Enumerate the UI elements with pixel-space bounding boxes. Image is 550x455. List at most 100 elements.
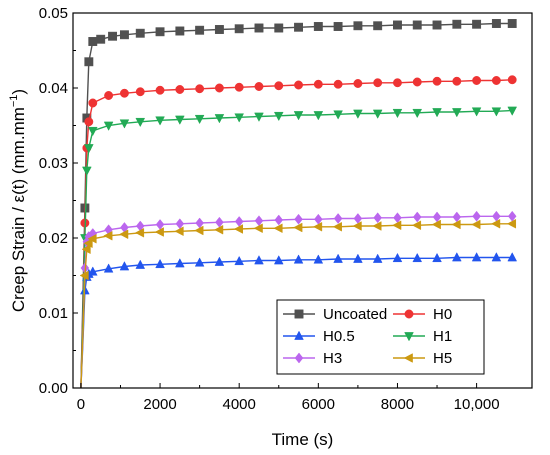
square-marker (333, 22, 343, 31)
triangle-down-marker (507, 106, 518, 116)
square-marker (353, 21, 363, 31)
square-marker (294, 309, 304, 319)
square-marker (96, 34, 106, 44)
series-h1 (80, 106, 518, 389)
circle-marker (452, 76, 462, 86)
diamond-marker (412, 211, 422, 223)
triangle-left-marker (174, 226, 184, 237)
square-marker (491, 19, 501, 28)
triangle-left-marker (214, 224, 224, 235)
triangle-down-marker (372, 109, 383, 119)
triangle-up-marker (119, 261, 130, 271)
square-marker (294, 22, 303, 32)
triangle-down-marker (353, 109, 363, 119)
square-marker (195, 25, 205, 35)
legend-label: H5 (433, 350, 452, 367)
triangle-up-marker (294, 330, 304, 340)
triangle-left-marker (392, 220, 402, 231)
triangle-up-marker (372, 253, 383, 263)
x-axis-title: Time (s) (272, 430, 334, 449)
diamond-marker (294, 352, 304, 364)
circle-marker (404, 309, 414, 319)
triangle-left-marker (352, 221, 362, 231)
square-marker (507, 19, 517, 28)
legend-entry: H0 (393, 306, 452, 323)
triangle-left-marker (81, 244, 91, 255)
legend-label: Uncoated (323, 306, 387, 323)
triangle-up-marker (392, 252, 403, 263)
square-marker (432, 20, 442, 30)
circle-marker (155, 85, 165, 95)
x-tick-label: 10,000 (454, 396, 500, 413)
circle-marker (472, 76, 482, 85)
triangle-down-marker (412, 108, 423, 119)
series-line (80, 79, 513, 389)
triangle-up-marker (234, 255, 245, 266)
triangle-left-marker (79, 270, 89, 281)
triangle-left-marker (134, 227, 145, 238)
square-marker (452, 19, 462, 29)
y-axis-title: Creep Strain / ε(t) (mm.mm−1) (8, 89, 28, 312)
triangle-left-marker (312, 221, 323, 232)
triangle-down-marker (103, 121, 114, 131)
circle-marker (412, 77, 422, 87)
triangle-down-marker (155, 116, 165, 126)
circle-marker (274, 81, 284, 91)
triangle-down-marker (175, 115, 185, 125)
circle-marker (313, 79, 323, 89)
triangle-up-marker (87, 266, 98, 276)
triangle-up-marker (214, 256, 225, 266)
triangle-left-marker (119, 229, 129, 240)
triangle-down-marker (491, 107, 502, 117)
series-layer (79, 19, 518, 389)
triangle-down-marker (432, 108, 442, 118)
triangle-left-marker (273, 223, 283, 234)
triangle-down-marker (234, 113, 245, 123)
triangle-down-marker (273, 111, 284, 122)
circle-marker (491, 76, 501, 85)
x-tick-label: 2000 (143, 396, 176, 413)
legend-entry: H3 (283, 350, 342, 367)
triangle-up-marker (313, 254, 324, 264)
square-marker (175, 26, 185, 36)
legend-label: H0 (433, 306, 452, 323)
triangle-up-marker (135, 259, 146, 269)
circle-marker (333, 79, 343, 89)
triangle-left-marker (451, 219, 461, 230)
triangle-down-marker (404, 332, 414, 342)
square-marker (84, 57, 94, 67)
square-marker (373, 21, 383, 31)
triangle-down-marker (392, 108, 403, 119)
circle-marker (195, 84, 205, 94)
triangle-down-marker (313, 111, 324, 121)
triangle-left-marker (154, 227, 164, 237)
triangle-left-marker (506, 218, 517, 229)
legend-label: H0.5 (323, 328, 355, 345)
square-marker (412, 20, 422, 30)
triangle-up-marker (412, 252, 423, 263)
legend-label: H1 (433, 328, 452, 345)
triangle-up-marker (103, 263, 114, 273)
circle-marker (353, 79, 363, 88)
triangle-left-marker (83, 238, 93, 249)
y-tick-label: 0.00 (39, 380, 68, 397)
square-marker (135, 28, 145, 38)
triangle-up-marker (432, 252, 442, 263)
y-tick-label: 0.01 (39, 305, 68, 322)
series-uncoated (80, 19, 517, 389)
triangle-left-marker (332, 221, 342, 232)
circle-marker (119, 88, 129, 98)
x-tick-label: 0 (77, 396, 85, 413)
triangle-down-marker (254, 112, 264, 122)
triangle-left-marker (411, 220, 422, 231)
legend-entry: H5 (393, 350, 452, 367)
square-marker (155, 27, 165, 37)
triangle-up-marker (273, 255, 284, 265)
diamond-marker (373, 212, 382, 224)
triangle-up-marker (491, 252, 502, 262)
triangle-down-marker (214, 114, 225, 124)
square-marker (393, 20, 402, 30)
triangle-down-marker (135, 117, 146, 128)
circle-marker (88, 98, 98, 108)
